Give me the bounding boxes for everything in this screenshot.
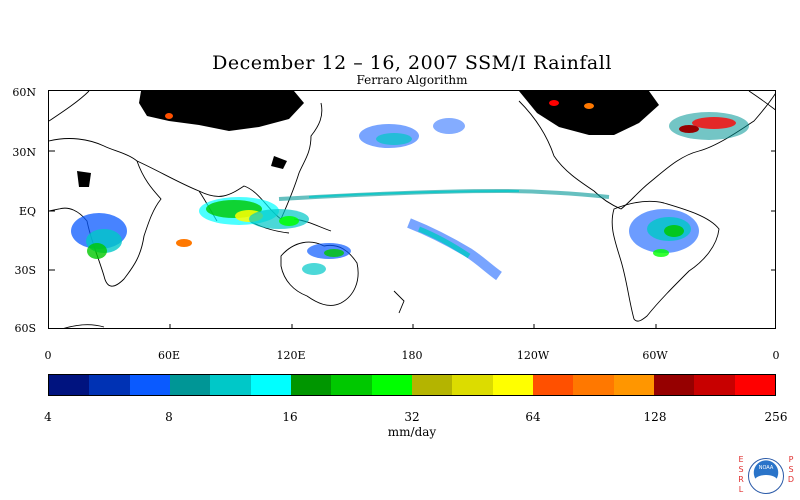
colorbar-swatch-9 — [411, 375, 453, 395]
logo-letter: S — [738, 465, 744, 474]
lon-label-60w: 60W — [642, 349, 668, 362]
lon-label-180: 180 — [401, 349, 423, 362]
map-svg — [49, 91, 775, 328]
colorbar — [48, 374, 776, 396]
colorbar-swatch-17 — [734, 375, 775, 395]
colorbar-tick-8: 8 — [165, 410, 173, 424]
coastlines — [49, 91, 775, 328]
colorbar-tick-256: 256 — [764, 410, 788, 424]
colorbar-swatch-8 — [371, 375, 412, 395]
colorbar-swatch-5 — [250, 375, 291, 395]
colorbar-tick-128: 128 — [643, 410, 667, 424]
colorbar-swatch-11 — [492, 375, 533, 395]
colorbar-swatch-13 — [573, 375, 614, 395]
colorbar-tick-32: 32 — [404, 410, 420, 424]
colorbar-units: mm/day — [387, 425, 437, 439]
lat-label-30n: 30N — [12, 146, 36, 159]
rainfall-patches — [71, 100, 749, 281]
rainfall-map — [48, 90, 776, 329]
lon-label-120e: 120E — [276, 349, 306, 362]
chart-title: December 12 – 16, 2007 SSM/I Rainfall — [212, 52, 612, 74]
colorbar-swatch-16 — [694, 375, 735, 395]
noaa-badge-text: NOAA — [758, 465, 774, 471]
colorbar-swatch-6 — [290, 375, 332, 395]
colorbar-tick-16: 16 — [282, 410, 298, 424]
logo-letter: E — [738, 455, 744, 464]
lon-label-0-left: 0 — [44, 349, 52, 362]
colorbar-swatch-14 — [613, 375, 654, 395]
colorbar-swatch-12 — [532, 375, 574, 395]
lat-label-eq: EQ — [18, 205, 36, 218]
colorbar-tick-64: 64 — [525, 410, 541, 424]
no-data-regions — [77, 91, 659, 187]
noaa-bird-icon — [755, 475, 777, 485]
colorbar-swatch-1 — [89, 375, 130, 395]
logo-letter: R — [738, 475, 744, 484]
noaa-badge-icon: NOAA — [748, 458, 784, 494]
logo-letter: D — [787, 475, 795, 484]
logo-letter: L — [738, 485, 744, 494]
colorbar-tick-4: 4 — [44, 410, 52, 424]
lon-label-60e: 60E — [157, 349, 181, 362]
colorbar-swatch-7 — [331, 375, 372, 395]
lat-label-60s: 60S — [14, 322, 36, 335]
logo-letter: S — [788, 465, 794, 474]
lon-label-120w: 120W — [516, 349, 550, 362]
logo-letter: P — [788, 455, 794, 464]
colorbar-swatch-15 — [653, 375, 695, 395]
colorbar-swatch-4 — [210, 375, 251, 395]
chart-subtitle: Ferraro Algorithm — [356, 73, 468, 87]
colorbar-swatch-2 — [129, 375, 170, 395]
lat-label-60n: 60N — [12, 86, 36, 99]
lon-label-0-right: 0 — [772, 349, 780, 362]
colorbar-swatch-3 — [169, 375, 211, 395]
colorbar-swatch-10 — [452, 375, 493, 395]
lat-label-30s: 30S — [14, 264, 36, 277]
colorbar-swatch-0 — [49, 375, 90, 395]
